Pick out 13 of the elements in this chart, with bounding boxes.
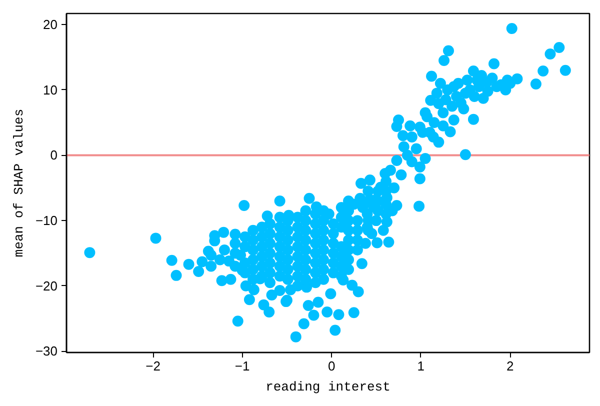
y-tick-label: −20 [35, 278, 58, 294]
y-tick-label: 20 [43, 17, 58, 32]
y-tick-label: 10 [43, 82, 58, 98]
y-tick-label: 0 [50, 148, 58, 163]
y-tick-label: −10 [35, 213, 58, 228]
y-axis-title: mean of SHAP values [11, 108, 26, 258]
y-tick-label: −30 [35, 344, 58, 359]
x-tick-label: 1 [417, 358, 424, 374]
x-tick-label: −1 [234, 358, 250, 374]
x-tick-label: −2 [146, 358, 160, 374]
x-axis-title: reading interest [266, 380, 390, 394]
x-tick-label: 2 [506, 358, 514, 374]
x-tick-label: 0 [328, 358, 336, 374]
